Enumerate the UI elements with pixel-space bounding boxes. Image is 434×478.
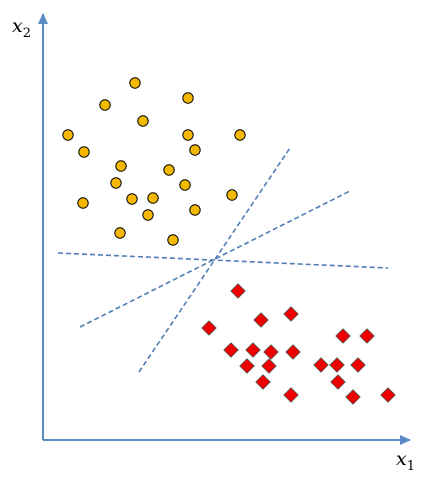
circle-point (129, 77, 141, 89)
diamond-point (263, 344, 279, 360)
circle-point (147, 192, 159, 204)
y-axis-label-subscript: 2 (23, 26, 31, 41)
y-axis-label: x2 (12, 15, 31, 41)
circle-point (126, 193, 138, 205)
circle-point (77, 197, 89, 209)
x-axis-label-subscript: 1 (407, 459, 415, 474)
diamond-point (283, 306, 299, 322)
x-axis-label-main: x (396, 448, 407, 470)
diamond-point (380, 387, 396, 403)
circle-point (189, 144, 201, 156)
circle-point (78, 146, 90, 158)
circle-point (182, 92, 194, 104)
circle-point (234, 129, 246, 141)
diamond-point (253, 312, 269, 328)
separator-line-horizontal (57, 252, 389, 269)
diamond-point (239, 358, 255, 374)
circle-point (163, 164, 175, 176)
diamond-point (345, 389, 361, 405)
class-diamond-points (201, 283, 396, 405)
circle-point (142, 209, 154, 221)
axes (38, 13, 411, 445)
diamond-point (201, 320, 217, 336)
circle-point (189, 204, 201, 216)
circle-point (62, 129, 74, 141)
diamond-point (245, 342, 261, 358)
separator-lines (57, 147, 389, 373)
y-axis-label-main: x (12, 15, 23, 37)
class-circle-points (62, 77, 246, 246)
circle-point (167, 234, 179, 246)
circle-point (137, 115, 149, 127)
diamond-point (350, 357, 366, 373)
diamond-point (230, 283, 246, 299)
diamond-point (329, 357, 345, 373)
separator-line-steep (138, 147, 291, 373)
circle-point (99, 99, 111, 111)
diamond-point (359, 328, 375, 344)
diamond-point (283, 387, 299, 403)
diamond-point (285, 344, 301, 360)
diamond-point (335, 328, 351, 344)
circle-point (179, 179, 191, 191)
x-axis-label: x1 (396, 448, 415, 474)
diamond-point (330, 374, 346, 390)
circle-point (114, 227, 126, 239)
diamond-point (223, 342, 239, 358)
circle-point (115, 160, 127, 172)
circle-point (226, 189, 238, 201)
circle-point (110, 177, 122, 189)
diamond-point (255, 374, 271, 390)
diamond-point (313, 357, 329, 373)
separator-line-shallow (79, 190, 351, 328)
circle-point (182, 129, 194, 141)
diamond-point (261, 358, 277, 374)
